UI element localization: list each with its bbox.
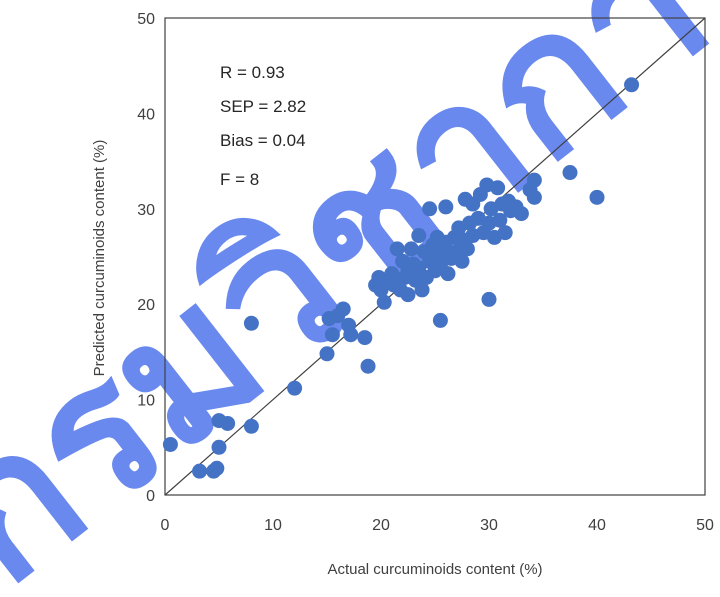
data-point: [432, 312, 448, 328]
y-tick-label: 50: [137, 11, 155, 28]
data-point: [438, 199, 454, 215]
data-point: [243, 418, 259, 434]
y-axis-title: Predicted curcuminoids content (%): [91, 140, 108, 377]
data-point: [459, 241, 475, 257]
data-point: [513, 206, 529, 222]
x-tick-label: 0: [161, 517, 170, 534]
y-tick-label: 10: [137, 393, 155, 410]
y-axis-ticks: 0 10 20 30 40 50: [137, 11, 155, 505]
data-point: [589, 189, 605, 205]
data-point: [319, 346, 335, 362]
x-axis-title: Actual curcuminoids content (%): [327, 561, 542, 578]
x-tick-label: 50: [696, 517, 714, 534]
data-point: [481, 291, 497, 307]
data-point: [357, 330, 373, 346]
data-point: [209, 460, 225, 476]
data-point: [389, 241, 405, 257]
y-tick-label: 40: [137, 106, 155, 123]
data-point: [376, 294, 392, 310]
data-point: [490, 180, 506, 196]
data-point: [562, 165, 578, 181]
data-point: [243, 315, 259, 331]
x-tick-label: 40: [588, 517, 606, 534]
data-point: [414, 282, 430, 298]
data-point: [360, 358, 376, 374]
data-point: [192, 463, 208, 479]
data-point: [211, 439, 227, 455]
data-point: [220, 415, 236, 431]
x-tick-label: 30: [480, 517, 498, 534]
x-axis-ticks: 0 10 20 30 40 50: [161, 517, 714, 534]
data-point: [400, 287, 416, 303]
data-point: [492, 212, 508, 228]
data-point: [287, 380, 303, 396]
data-point: [403, 241, 419, 257]
data-point: [384, 266, 400, 282]
data-point: [411, 228, 427, 244]
y-tick-label: 20: [137, 297, 155, 314]
data-point: [526, 172, 542, 188]
data-point: [454, 253, 470, 269]
data-point: [335, 301, 351, 317]
data-point: [526, 189, 542, 205]
stat-r: R = 0.93: [220, 63, 285, 82]
data-point: [162, 436, 178, 452]
data-point: [343, 327, 359, 343]
data-point: [624, 77, 640, 93]
x-tick-label: 10: [264, 517, 282, 534]
stat-bias: Bias = 0.04: [220, 131, 306, 150]
stat-f: F = 8: [220, 170, 259, 189]
x-tick-label: 20: [372, 517, 390, 534]
data-point: [324, 327, 340, 343]
plot-area-frame: [164, 17, 706, 496]
y-tick-label: 0: [146, 488, 155, 505]
data-point: [440, 266, 456, 282]
data-point: [497, 225, 513, 241]
data-point: [422, 201, 438, 217]
data-points: [162, 77, 640, 479]
stat-sep: SEP = 2.82: [220, 97, 306, 116]
y-tick-label: 30: [137, 202, 155, 219]
